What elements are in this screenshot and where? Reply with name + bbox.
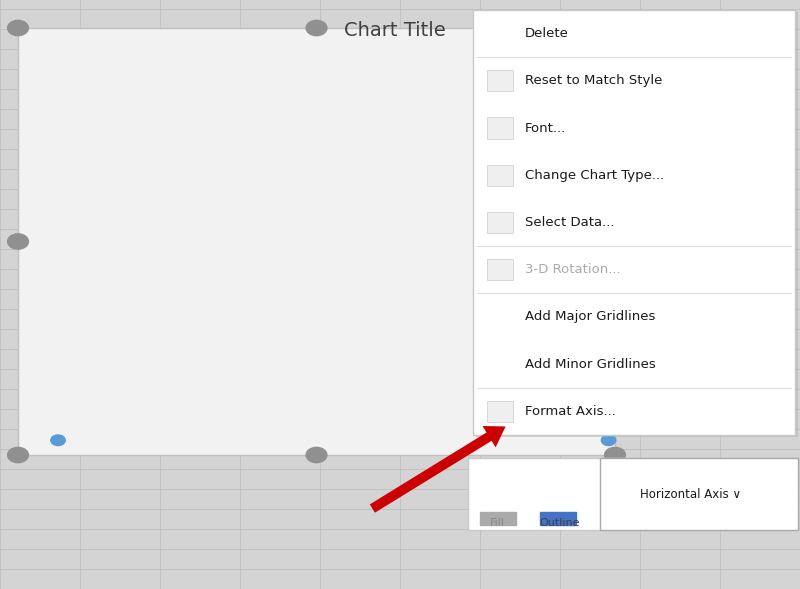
Text: Outline: Outline: [540, 518, 580, 528]
Text: Chart Title: Chart Title: [344, 21, 446, 40]
Text: Add Minor Gridlines: Add Minor Gridlines: [525, 358, 656, 370]
Bar: [62, 260, 207, 420]
Text: Font...: Font...: [525, 121, 566, 134]
Text: Horizontal Axis ∨: Horizontal Axis ∨: [641, 488, 742, 501]
Text: Select Data...: Select Data...: [525, 216, 614, 229]
Text: 3-D Rotation...: 3-D Rotation...: [525, 263, 621, 276]
Text: Reset to Match Style: Reset to Match Style: [525, 74, 662, 87]
Text: Delete: Delete: [525, 27, 569, 40]
Text: Add Major Gridlines: Add Major Gridlines: [525, 310, 655, 323]
Text: Fill: Fill: [490, 518, 505, 528]
Bar: [498, 260, 644, 420]
Text: Change Chart Type...: Change Chart Type...: [525, 169, 664, 182]
Text: Format Axis...: Format Axis...: [525, 405, 616, 418]
Bar: [207, 146, 353, 420]
Bar: [353, 78, 498, 420]
